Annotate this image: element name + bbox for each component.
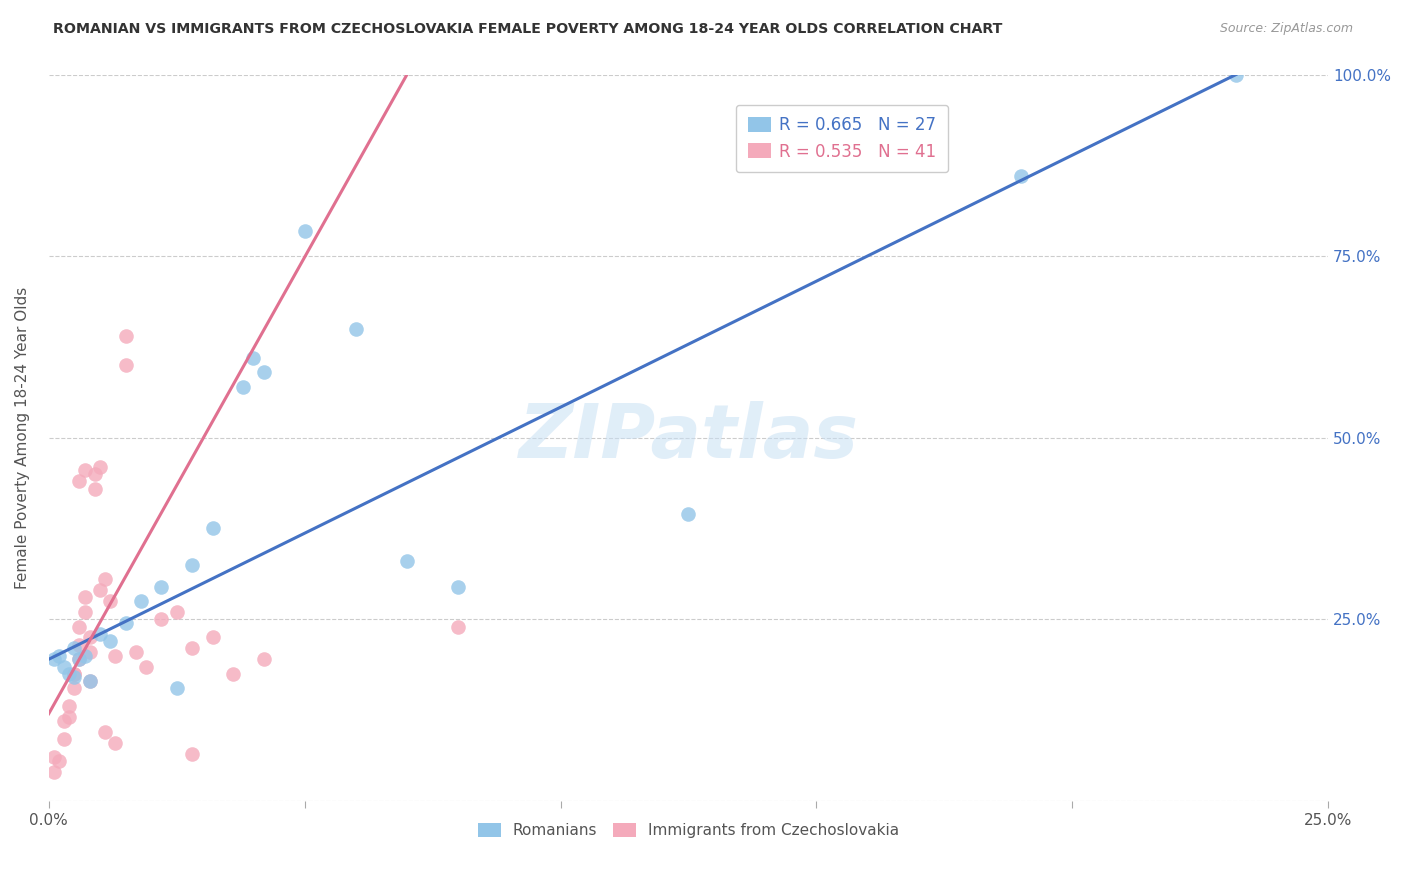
Y-axis label: Female Poverty Among 18-24 Year Olds: Female Poverty Among 18-24 Year Olds xyxy=(15,286,30,589)
Point xyxy=(42,750,65,764)
Point xyxy=(129,594,152,608)
Point xyxy=(104,736,127,750)
Point xyxy=(94,572,117,586)
Point xyxy=(242,351,264,365)
Point xyxy=(150,580,173,594)
Point xyxy=(114,329,136,343)
Text: Source: ZipAtlas.com: Source: ZipAtlas.com xyxy=(1219,22,1353,36)
Point xyxy=(79,631,101,645)
Point xyxy=(253,652,276,666)
Point xyxy=(83,482,105,496)
Point xyxy=(48,648,70,663)
Point xyxy=(73,648,96,663)
Point xyxy=(98,634,121,648)
Point xyxy=(63,666,86,681)
Point xyxy=(63,666,86,681)
Point xyxy=(83,467,105,481)
Text: ROMANIAN VS IMMIGRANTS FROM CZECHOSLOVAKIA FEMALE POVERTY AMONG 18-24 YEAR OLDS : ROMANIAN VS IMMIGRANTS FROM CZECHOSLOVAK… xyxy=(53,22,1002,37)
Point xyxy=(63,670,86,684)
Point xyxy=(53,732,76,747)
Point xyxy=(42,764,65,779)
Point xyxy=(89,459,111,474)
Point xyxy=(447,619,470,633)
Text: ZIPatlas: ZIPatlas xyxy=(519,401,859,475)
Point xyxy=(58,666,80,681)
Point xyxy=(201,631,224,645)
Point xyxy=(79,645,101,659)
Point xyxy=(104,648,127,663)
Point xyxy=(447,580,470,594)
Point xyxy=(69,652,91,666)
Point xyxy=(232,380,254,394)
Point xyxy=(73,591,96,605)
Point xyxy=(98,594,121,608)
Point xyxy=(1225,68,1247,82)
Point xyxy=(89,583,111,598)
Point xyxy=(201,521,224,535)
Point xyxy=(181,747,204,761)
Point xyxy=(1010,169,1032,184)
Legend: Romanians, Immigrants from Czechoslovakia: Romanians, Immigrants from Czechoslovaki… xyxy=(472,817,905,844)
Point xyxy=(94,724,117,739)
Point xyxy=(222,666,245,681)
Point xyxy=(166,605,188,619)
Point xyxy=(114,358,136,372)
Point xyxy=(181,641,204,656)
Point xyxy=(79,673,101,688)
Point xyxy=(69,475,91,489)
Point xyxy=(395,554,418,568)
Point xyxy=(89,627,111,641)
Point xyxy=(58,699,80,714)
Point xyxy=(344,322,367,336)
Point xyxy=(253,365,276,379)
Point xyxy=(69,619,91,633)
Point xyxy=(42,652,65,666)
Point xyxy=(69,652,91,666)
Point xyxy=(678,507,700,521)
Point xyxy=(63,681,86,696)
Point xyxy=(73,463,96,477)
Point xyxy=(150,612,173,626)
Point xyxy=(53,714,76,728)
Point xyxy=(58,710,80,724)
Point xyxy=(135,659,157,673)
Point xyxy=(294,224,316,238)
Point xyxy=(69,638,91,652)
Point xyxy=(181,558,204,572)
Point xyxy=(114,615,136,630)
Point xyxy=(166,681,188,696)
Point xyxy=(125,645,148,659)
Point xyxy=(48,754,70,768)
Point xyxy=(73,605,96,619)
Point xyxy=(63,641,86,656)
Point xyxy=(79,673,101,688)
Point xyxy=(53,659,76,673)
